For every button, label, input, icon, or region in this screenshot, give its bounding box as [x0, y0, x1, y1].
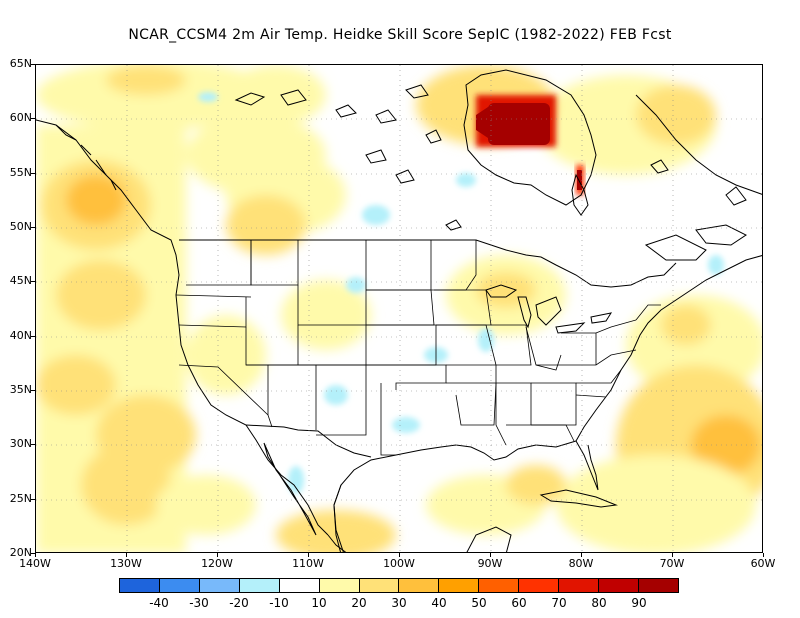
longitude-tick	[490, 553, 491, 557]
colorbar-label: 40	[431, 596, 447, 610]
colorbar-label: 50	[471, 596, 487, 610]
colorbar-swatch	[399, 579, 440, 592]
longitude-label: 80W	[568, 557, 594, 570]
latitude-label: 30N	[9, 437, 32, 451]
longitude-tick	[35, 553, 36, 557]
state-borders	[175, 239, 661, 456]
colorbar-swatch	[319, 579, 360, 592]
colorbar-swatch	[359, 579, 400, 592]
latitude-tick	[31, 390, 35, 391]
colorbar-label: 70	[551, 596, 567, 610]
latitude-label: 45N	[9, 274, 32, 288]
high-skill-region	[476, 95, 584, 195]
latitude-tick	[31, 64, 35, 65]
colorbar-label: -30	[189, 596, 209, 610]
longitude-label: 70W	[659, 557, 685, 570]
colorbar	[119, 578, 679, 593]
longitude-label: 90W	[477, 557, 503, 570]
colorbar-swatch	[439, 579, 480, 592]
latitude-label: 25N	[9, 491, 32, 505]
colorbar-label: -10	[269, 596, 289, 610]
longitude-label: 60W	[750, 557, 776, 570]
latitude-tick	[31, 335, 35, 337]
longitude-label: 100W	[383, 557, 415, 570]
colorbar-label: -20	[229, 596, 249, 610]
longitude-tick	[672, 553, 673, 557]
latitude-tick	[31, 553, 35, 554]
latitude-tick	[31, 227, 35, 228]
latitude-label: 50N	[9, 220, 32, 233]
colorbar-label: 90	[631, 596, 647, 610]
latitude-tick	[31, 281, 35, 283]
latitude-tick	[31, 118, 35, 120]
latitude-label: 20N	[9, 546, 32, 559]
longitude-label: 110W	[292, 557, 324, 570]
map-canvas	[36, 65, 762, 552]
longitude-label: 140W	[19, 557, 51, 570]
skill-score-map	[35, 64, 763, 553]
colorbar-label: 30	[391, 596, 407, 610]
longitude-tick	[217, 553, 218, 557]
latitude-tick	[31, 172, 35, 174]
skill-score-field	[36, 65, 762, 552]
colorbar-label: 60	[511, 596, 527, 610]
colorbar-label: -40	[149, 596, 169, 610]
longitude-label: 130W	[110, 557, 142, 570]
colorbar-label: 10	[311, 596, 327, 610]
latitude-label: 40N	[9, 328, 32, 342]
latitude-tick	[31, 444, 35, 446]
colorbar-swatch	[239, 579, 280, 592]
colorbar-swatch	[159, 579, 200, 592]
latitude-label: 65N	[9, 57, 32, 70]
colorbar-swatch	[279, 579, 320, 592]
latitude-label: 35N	[9, 383, 32, 396]
colorbar-swatch	[199, 579, 240, 592]
longitude-tick	[581, 553, 582, 557]
longitude-tick	[308, 553, 309, 557]
latitude-tick	[31, 498, 35, 500]
colorbar-label: 20	[351, 596, 367, 610]
latitude-label: 60N	[9, 111, 32, 125]
map-title: NCAR_CCSM4 2m Air Temp. Heidke Skill Sco…	[128, 27, 672, 43]
coastlines-and-borders	[36, 69, 762, 552]
longitude-tick	[399, 553, 400, 557]
colorbar-swatch	[519, 579, 560, 592]
latitude-label: 55N	[9, 165, 32, 179]
longitude-label: 120W	[201, 557, 233, 570]
colorbar-swatch	[120, 579, 160, 592]
longitude-tick	[763, 553, 764, 557]
negative-skill-patches	[198, 92, 724, 494]
colorbar-swatch	[599, 579, 639, 592]
colorbar-swatch	[559, 579, 600, 592]
colorbar-swatch	[479, 579, 520, 592]
colorbar-swatch	[638, 579, 678, 592]
longitude-tick	[126, 553, 127, 557]
colorbar-label: 80	[591, 596, 607, 610]
